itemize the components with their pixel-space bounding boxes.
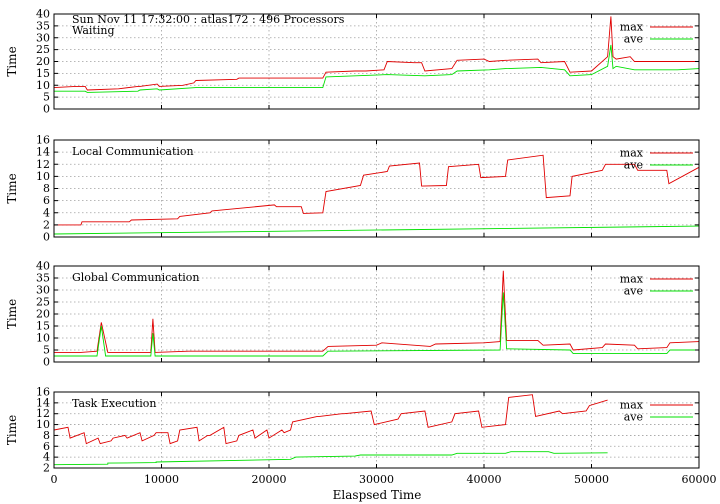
- series-ave-line: [53, 451, 608, 466]
- y-tick-label: 15: [36, 320, 50, 333]
- y-tick-label: 6: [43, 440, 50, 453]
- series-max-line: [53, 16, 699, 91]
- y-axis-label: Time: [5, 46, 19, 76]
- y-tick-label: 2: [43, 218, 50, 231]
- y-tick-label: 0: [43, 356, 50, 369]
- y-axis-label: Time: [5, 173, 19, 203]
- y-tick-label: 14: [36, 396, 50, 409]
- series-max-line: [53, 394, 608, 445]
- panel-title: Task Execution: [72, 397, 156, 410]
- chart-header-title: Sun Nov 11 17:32:00 : atlas172 : 496 Pro…: [72, 13, 345, 26]
- y-tick-label: 20: [36, 308, 50, 321]
- legend-label-max: max: [620, 21, 644, 34]
- legend-label-max: max: [620, 147, 644, 160]
- x-tick-label: 20000: [252, 473, 287, 486]
- y-axis-label: Time: [5, 299, 19, 329]
- legend-label-ave: ave: [624, 411, 643, 424]
- y-tick-label: 10: [36, 332, 50, 345]
- y-tick-label: 4: [43, 451, 50, 464]
- y-tick-label: 35: [36, 19, 50, 32]
- y-tick-label: 6: [43, 194, 50, 207]
- y-tick-label: 20: [36, 55, 50, 68]
- y-tick-label: 5: [43, 344, 50, 357]
- y-tick-label: 15: [36, 67, 50, 80]
- legend-label-ave: ave: [624, 159, 643, 172]
- y-tick-label: 30: [36, 284, 50, 297]
- y-tick-label: 4: [43, 206, 50, 219]
- y-tick-label: 40: [36, 260, 50, 273]
- series-max-line: [54, 154, 700, 226]
- legend-label-ave: ave: [624, 285, 643, 298]
- y-tick-label: 14: [36, 146, 50, 159]
- legend-label-max: max: [620, 399, 644, 412]
- y-tick-label: 8: [43, 182, 50, 195]
- x-axis-label: Elaspsed Time: [333, 488, 422, 502]
- y-tick-label: 25: [36, 296, 50, 309]
- y-tick-label: 12: [36, 407, 50, 420]
- x-tick-label: 40000: [467, 473, 502, 486]
- y-tick-label: 10: [36, 170, 50, 183]
- y-tick-label: 35: [36, 272, 50, 285]
- y-tick-label: 0: [43, 103, 50, 116]
- y-tick-label: 30: [36, 31, 50, 44]
- panel-title: Global Communication: [72, 271, 200, 284]
- panel-title: Local Communication: [72, 145, 194, 158]
- x-tick-label: 0: [51, 473, 58, 486]
- panel-title: Waiting: [72, 24, 115, 37]
- x-tick-label: 30000: [359, 473, 394, 486]
- y-axis-label: Time: [5, 415, 19, 445]
- x-tick-label: 50000: [574, 473, 609, 486]
- y-tick-label: 16: [36, 134, 50, 147]
- y-tick-label: 8: [43, 429, 50, 442]
- y-tick-label: 10: [36, 418, 50, 431]
- y-tick-label: 40: [36, 8, 50, 21]
- y-tick-label: 5: [43, 91, 50, 104]
- y-tick-label: 25: [36, 43, 50, 56]
- y-tick-label: 0: [43, 231, 50, 244]
- series-ave-line: [54, 44, 700, 93]
- y-tick-label: 2: [43, 462, 50, 475]
- y-tick-label: 10: [36, 79, 50, 92]
- series-max-line: [54, 270, 700, 353]
- series-ave-line: [53, 225, 700, 235]
- y-tick-label: 16: [36, 386, 50, 399]
- legend-label-max: max: [620, 273, 644, 286]
- x-tick-label: 60000: [682, 473, 717, 486]
- series-ave-line: [54, 292, 699, 357]
- legend-label-ave: ave: [624, 33, 643, 46]
- y-tick-label: 12: [36, 158, 50, 171]
- x-tick-label: 10000: [144, 473, 179, 486]
